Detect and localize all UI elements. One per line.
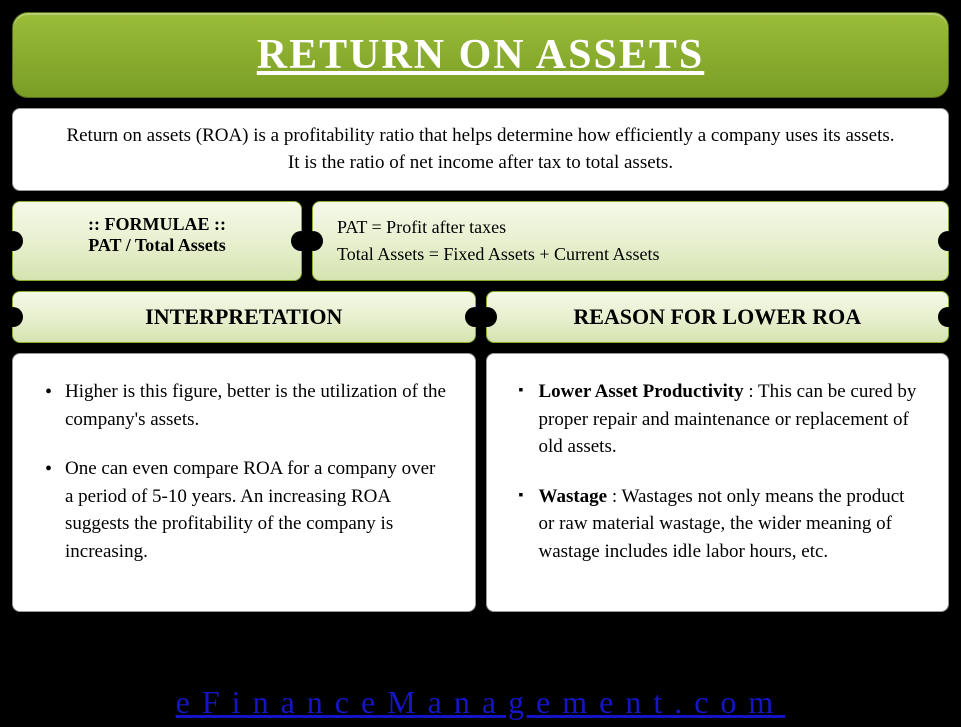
formula-def-2: Total Assets = Fixed Assets + Current As…	[337, 241, 924, 268]
lower-roa-list: Lower Asset Productivity : This can be c…	[515, 378, 921, 565]
formula-box: :: FORMULAE :: PAT / Total Assets	[12, 201, 302, 281]
title-banner: RETURN ON ASSETS	[12, 12, 949, 98]
list-item: Wastage : Wastages not only means the pr…	[515, 483, 921, 566]
description-line-2: It is the ratio of net income after tax …	[37, 150, 924, 177]
lower-roa-header: REASON FOR LOWER ROA	[486, 291, 950, 343]
interpretation-header: INTERPRETATION	[12, 291, 476, 343]
interpretation-list: Higher is this figure, better is the uti…	[41, 378, 447, 565]
formula-label: :: FORMULAE ::	[37, 214, 277, 235]
lower-roa-content: Lower Asset Productivity : This can be c…	[486, 353, 950, 612]
point-bold: Lower Asset Productivity	[539, 381, 744, 402]
formula-expression: PAT / Total Assets	[37, 235, 277, 256]
point-bold: Wastage	[539, 486, 608, 507]
interpretation-content: Higher is this figure, better is the uti…	[12, 353, 476, 612]
list-item: Higher is this figure, better is the uti…	[41, 378, 447, 433]
formula-definitions: PAT = Profit after taxes Total Assets = …	[312, 201, 949, 281]
list-item: One can even compare ROA for a company o…	[41, 455, 447, 565]
description-line-1: Return on assets (ROA) is a profitabilit…	[37, 123, 924, 150]
formula-row: :: FORMULAE :: PAT / Total Assets PAT = …	[12, 201, 949, 281]
description-box: Return on assets (ROA) is a profitabilit…	[12, 108, 949, 191]
list-item: Lower Asset Productivity : This can be c…	[515, 378, 921, 461]
page-title: RETURN ON ASSETS	[33, 31, 928, 79]
content-row: Higher is this figure, better is the uti…	[12, 353, 949, 612]
section-headers-row: INTERPRETATION REASON FOR LOWER ROA	[12, 291, 949, 343]
footer-link[interactable]: eFinanceManagement.com	[0, 684, 961, 721]
formula-def-1: PAT = Profit after taxes	[337, 214, 924, 241]
